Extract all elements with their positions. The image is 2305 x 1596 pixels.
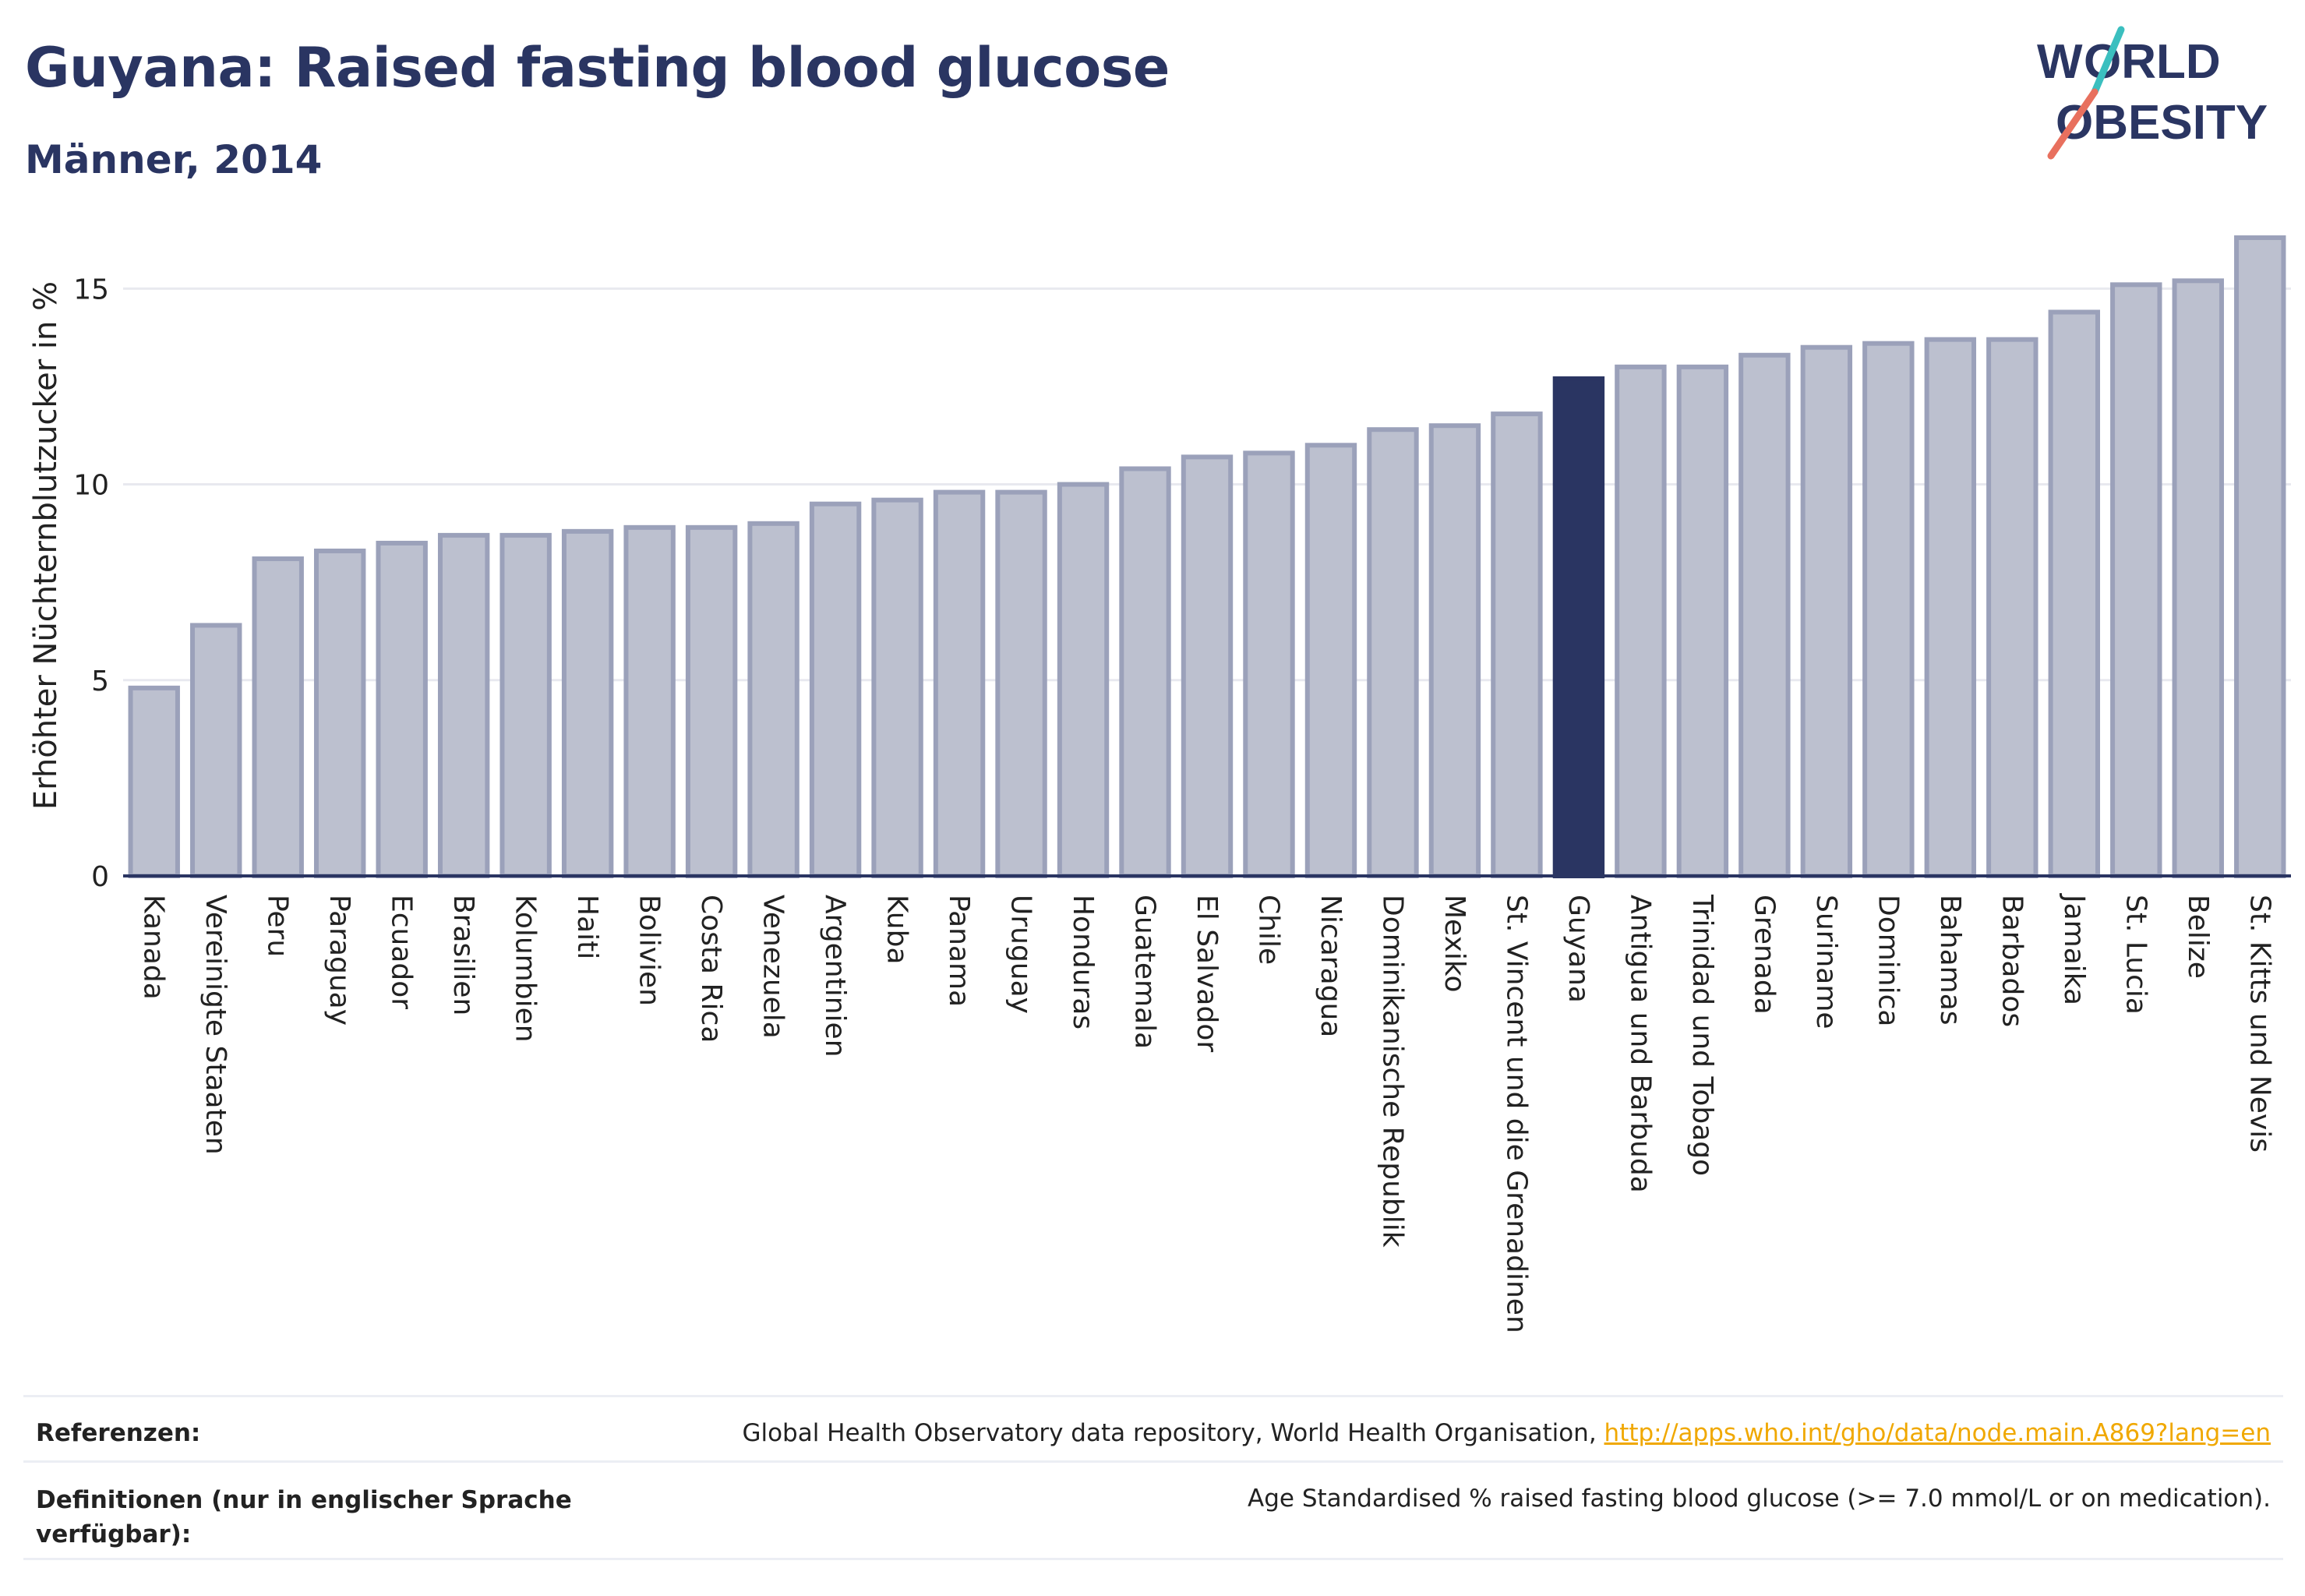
x-tick-label: Grenada <box>1748 895 1780 1015</box>
bar-trinidad-und-tobago[interactable] <box>1676 364 1729 878</box>
x-tick-label: Bahamas <box>1934 895 1966 1026</box>
references-label: Referenzen: <box>36 1419 201 1447</box>
bars <box>128 235 2286 879</box>
x-tick-label: Dominikanische Republik <box>1376 895 1408 1248</box>
bar-dominica[interactable] <box>1862 341 1915 878</box>
bar-argentinien[interactable] <box>809 501 862 878</box>
x-tick-label: El Salvador <box>1191 895 1223 1052</box>
x-tick-label: Guatemala <box>1129 895 1161 1049</box>
bar-el-salvador[interactable] <box>1181 454 1234 878</box>
bar-uruguay[interactable] <box>995 489 1047 878</box>
x-tick-label: Kanada <box>138 895 170 1000</box>
bar-chart: 0 5 10 15 Kanada Vereinigte Staaten Peru Parag… <box>28 235 2291 1333</box>
references-value: Global Health Observatory data repositor… <box>742 1419 2271 1447</box>
bar-kolumbien[interactable] <box>499 532 552 878</box>
x-tick-label: Mexiko <box>1438 895 1470 992</box>
x-tick-label: Kolumbien <box>510 895 542 1043</box>
bar-costa-rica[interactable] <box>685 524 738 879</box>
bar-jamaika[interactable] <box>2048 309 2101 878</box>
bar-kuba[interactable] <box>871 497 923 878</box>
x-tick-label: Vereinigte Staaten <box>199 895 231 1155</box>
x-tick-label: Paraguay <box>323 895 355 1026</box>
x-tick-label: Costa Rica <box>695 895 727 1043</box>
x-tick-label: Antigua und Barbuda <box>1624 895 1656 1193</box>
bar-mexiko[interactable] <box>1428 423 1481 878</box>
x-tick-label: Honduras <box>1067 895 1099 1029</box>
axes: 0 5 10 15 <box>73 274 2291 893</box>
definitions-label-line1: Definitionen (nur in englischer Sprache <box>36 1486 572 1514</box>
bar-st-vincent-und-die-grenadinen[interactable] <box>1491 411 1543 878</box>
bar-bolivien[interactable] <box>623 524 676 879</box>
bar-bahamas[interactable] <box>1924 337 1977 879</box>
definitions-label-line2: verfügbar): <box>36 1520 192 1548</box>
y-tick-label: 10 <box>73 470 109 502</box>
bar-st-lucia[interactable] <box>2110 282 2162 878</box>
bar-belize[interactable] <box>2172 278 2224 879</box>
definitions-value: Age Standardised % raised fasting blood … <box>1248 1485 2271 1513</box>
x-tick-label: Peru <box>262 895 294 957</box>
x-tick-label: Uruguay <box>1005 895 1037 1014</box>
bar-brasilien[interactable] <box>437 532 490 878</box>
x-tick-label: Suriname <box>1810 895 1842 1029</box>
bar-dominikanische-republik[interactable] <box>1367 427 1419 878</box>
bar-chile[interactable] <box>1243 450 1295 878</box>
x-tick-label: Jamaika <box>2058 893 2090 1005</box>
bar-st-kitts-und-nevis[interactable] <box>2234 235 2286 878</box>
x-tick-label: Ecuador <box>386 895 418 1009</box>
page-title: Guyana: Raised fasting blood glucose <box>25 36 1170 100</box>
bar-peru[interactable] <box>252 556 304 879</box>
y-tick-label: 15 <box>73 274 109 305</box>
bar-haiti[interactable] <box>561 528 614 878</box>
bar-vereinigte-staaten[interactable] <box>190 623 242 878</box>
x-tick-label: Panama <box>943 895 975 1007</box>
x-tick-label: Barbados <box>1996 895 2028 1027</box>
category-labels: Kanada Vereinigte Staaten Peru Paraguay Ecua… <box>138 893 2276 1333</box>
bar-panama[interactable] <box>933 489 986 878</box>
x-tick-label: Brasilien <box>447 895 479 1015</box>
bar-paraguay[interactable] <box>313 548 366 878</box>
page-subtitle: Männer, 2014 <box>25 137 323 182</box>
svg-text:OBESITY: OBESITY <box>2056 96 2268 150</box>
bar-grenada[interactable] <box>1738 352 1791 878</box>
references-row: Referenzen: Global Health Observatory da… <box>23 1395 2283 1463</box>
y-tick-label: 0 <box>91 861 109 893</box>
bar-barbados[interactable] <box>1986 337 2038 879</box>
x-tick-label: Argentinien <box>819 895 851 1058</box>
bar-honduras[interactable] <box>1057 482 1110 878</box>
references-link[interactable]: http://apps.who.int/gho/data/node.main.A… <box>1604 1419 2271 1447</box>
y-tick-label: 5 <box>91 666 109 697</box>
references-text: Global Health Observatory data repositor… <box>742 1419 1604 1447</box>
definitions-row: Definitionen (nur in englischer Sprache … <box>23 1460 2283 1560</box>
x-tick-label: St. Lucia <box>2120 895 2151 1015</box>
x-tick-label: Trinidad und Tobago <box>1686 894 1718 1176</box>
bar-suriname[interactable] <box>1800 344 1853 878</box>
world-obesity-logo[interactable]: W ORLD OBESITY <box>2034 23 2291 164</box>
x-tick-label: Kuba <box>881 895 913 965</box>
x-tick-label: Guyana <box>1562 895 1594 1003</box>
x-tick-label: Dominica <box>1872 895 1904 1027</box>
bar-antigua-und-barbuda[interactable] <box>1615 364 1667 878</box>
bar-guyana[interactable] <box>1552 376 1605 878</box>
bar-guatemala[interactable] <box>1119 466 1171 878</box>
y-axis-label: Erhöhter Nüchternblutzucker in % <box>28 281 64 810</box>
svg-text:W: W <box>2037 35 2083 89</box>
bar-ecuador[interactable] <box>376 540 428 878</box>
x-tick-label: Chile <box>1252 895 1284 965</box>
bar-venezuela[interactable] <box>747 521 800 878</box>
x-tick-label: St. Vincent und die Grenadinen <box>1500 895 1532 1333</box>
bar-nicaragua[interactable] <box>1304 443 1357 878</box>
bar-kanada[interactable] <box>128 685 180 879</box>
x-tick-label: Nicaragua <box>1315 895 1347 1037</box>
x-tick-label: St. Kitts und Nevis <box>2243 895 2275 1153</box>
x-tick-label: Haiti <box>571 895 603 959</box>
x-tick-label: Venezuela <box>757 895 789 1039</box>
x-tick-label: Belize <box>2182 895 2214 979</box>
x-tick-label: Bolivien <box>634 895 665 1006</box>
definitions-label: Definitionen (nur in englischer Sprache … <box>36 1483 572 1552</box>
